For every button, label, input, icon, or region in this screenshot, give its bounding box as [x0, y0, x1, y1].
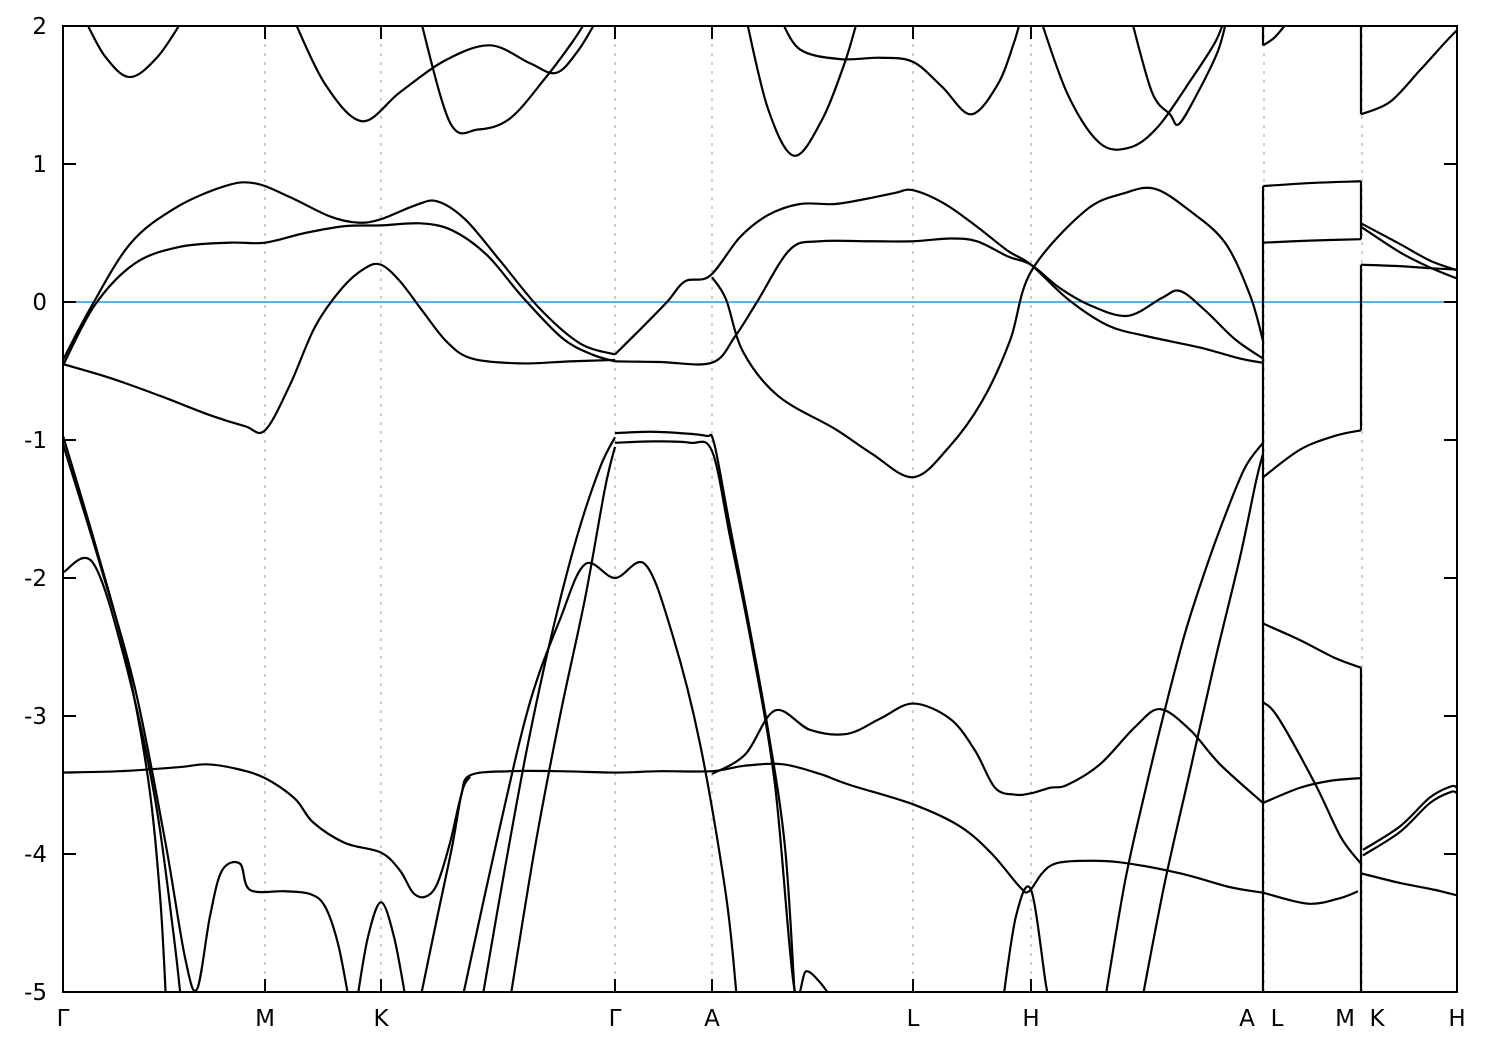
band-line-p2-top-arc — [1262, 26, 1286, 47]
y-axis-label-0: 0 — [32, 290, 47, 316]
band-line-top-broad-U-KG — [421, 26, 585, 135]
x-axis-label-M: M — [255, 1006, 275, 1032]
band-line-lambda-under-H — [1003, 885, 1049, 992]
band-line-p3-riser-a — [1362, 790, 1457, 857]
band-line-p2-diagonal — [1262, 701, 1362, 865]
band-line-p3-swoosh — [1360, 29, 1457, 116]
x-axis-label-Γ: Γ — [57, 1006, 70, 1032]
band-line-riser-to-A-2 — [1142, 453, 1265, 992]
band-line-riser-after-K — [420, 776, 471, 992]
plot-frame — [62, 25, 1458, 993]
band-line-p2-bottom-flat — [1262, 890, 1359, 905]
band-line-p2-riser — [1262, 429, 1362, 479]
x-axis-label-A: A — [704, 1006, 720, 1032]
band-line-p2-faller-1 — [1262, 622, 1362, 669]
band-line-top-after-K — [295, 26, 595, 123]
band-line-V-at-L-hump-HA — [711, 186, 1265, 479]
band-line-cond-upper-GMKG — [63, 181, 616, 361]
y-axis-label--2: -2 — [24, 566, 47, 592]
band-line-W-centered-G2 — [462, 561, 738, 992]
band-line-p2-flat-lower — [1262, 238, 1362, 244]
y-axis-label-1: 1 — [32, 152, 47, 178]
band-line-cond-lower-GMKG — [63, 222, 616, 366]
x-axis-label-M: M — [1335, 1006, 1355, 1032]
y-axis-label--1: -1 — [24, 428, 47, 454]
x-axis-label-H: H — [1022, 1006, 1039, 1032]
band-line-riser-G-hump-L — [614, 188, 1264, 364]
band-line-p2-flat-upper — [1262, 180, 1362, 188]
band-line-W-below-K — [357, 901, 406, 992]
band-line-band-M-dip-K-hump — [63, 262, 616, 435]
band-line-top-parabola-GM — [86, 26, 181, 79]
x-axis-label-Γ: Γ — [609, 1006, 622, 1032]
band-line-top-U-AL — [746, 26, 857, 157]
band-line-p3-bottom — [1360, 872, 1457, 897]
band-line-p3-riser-b — [1362, 784, 1457, 851]
band-line-top-broad-U-HA — [1041, 26, 1224, 151]
x-axis-label-K: K — [373, 1006, 389, 1032]
band-line-p3-flat — [1360, 263, 1457, 271]
band-line-steep-G1-a — [63, 435, 167, 992]
x-axis-label-H: H — [1448, 1006, 1465, 1032]
band-line-flat-minus3.4-long — [63, 762, 1264, 899]
band-line-riser-to-G2-b — [510, 446, 617, 992]
x-axis-label-L: L — [907, 1006, 920, 1032]
band-line-hill-band-AL — [711, 702, 1264, 804]
x-axis-label-A: A — [1239, 1006, 1255, 1032]
band-line-top-flat-then-dip-LH — [782, 26, 1021, 116]
band-line-top-cross-HA — [1132, 26, 1227, 126]
y-axis-label--5: -5 — [24, 980, 47, 1006]
band-line-p3-pair-a — [1360, 222, 1457, 272]
y-axis-label--4: -4 — [24, 842, 47, 868]
band-line-W-left-of-G1 — [63, 556, 182, 992]
band-line-steep-G1-b-shelves — [63, 443, 349, 992]
band-line-p3-pair-b — [1360, 225, 1457, 280]
y-axis-label-2: 2 — [32, 14, 47, 40]
x-axis-label-K: K — [1369, 1006, 1385, 1032]
band-line-riser-to-A-1 — [1105, 442, 1264, 992]
band-line-valence-flat-a-plunge — [614, 430, 796, 992]
x-axis-label-L: L — [1271, 1006, 1284, 1032]
band-line-riser-to-G2-a — [482, 436, 616, 992]
band-line-flat-GA-then-plateau — [614, 237, 1264, 366]
y-axis-label--3: -3 — [24, 704, 47, 730]
band-line-p2-gentle-riser — [1262, 777, 1362, 804]
band-line-valence-flat-b-gull — [614, 440, 829, 992]
